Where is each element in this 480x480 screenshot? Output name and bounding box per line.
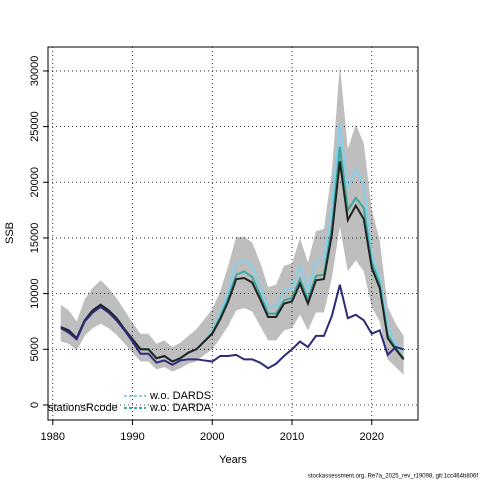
- legend-label: w.o. DARDS: [149, 390, 211, 402]
- y-tick-label: 15000: [29, 223, 41, 254]
- y-tick-label: 10000: [29, 278, 41, 309]
- y-tick-label: 25000: [29, 111, 41, 142]
- y-tick-label: 5000: [29, 337, 41, 361]
- series-line: [60, 284, 404, 370]
- y-tick-label: 0: [29, 402, 41, 408]
- legend-title: stationsRcode: [48, 402, 118, 414]
- y-tick-label: 20000: [29, 167, 41, 198]
- x-tick-label: 2010: [280, 431, 304, 443]
- y-tick-label: 30000: [29, 56, 41, 87]
- footer: stockassessment.org, Re7a_2025_rev_r1909…: [308, 474, 478, 480]
- x-tick-label: 2020: [360, 431, 384, 443]
- legend-label: w.o. DARDA: [149, 402, 212, 414]
- series-line: [60, 160, 405, 363]
- plot-frame: [47, 46, 419, 421]
- x-tick-label: 1990: [120, 431, 144, 443]
- x-tick-label: 2000: [200, 431, 224, 443]
- x-tick-label: 1980: [41, 431, 65, 443]
- y-axis-label: SSB: [4, 222, 16, 244]
- confidence-band: [60, 65, 404, 375]
- x-axis-label: Years: [219, 454, 247, 466]
